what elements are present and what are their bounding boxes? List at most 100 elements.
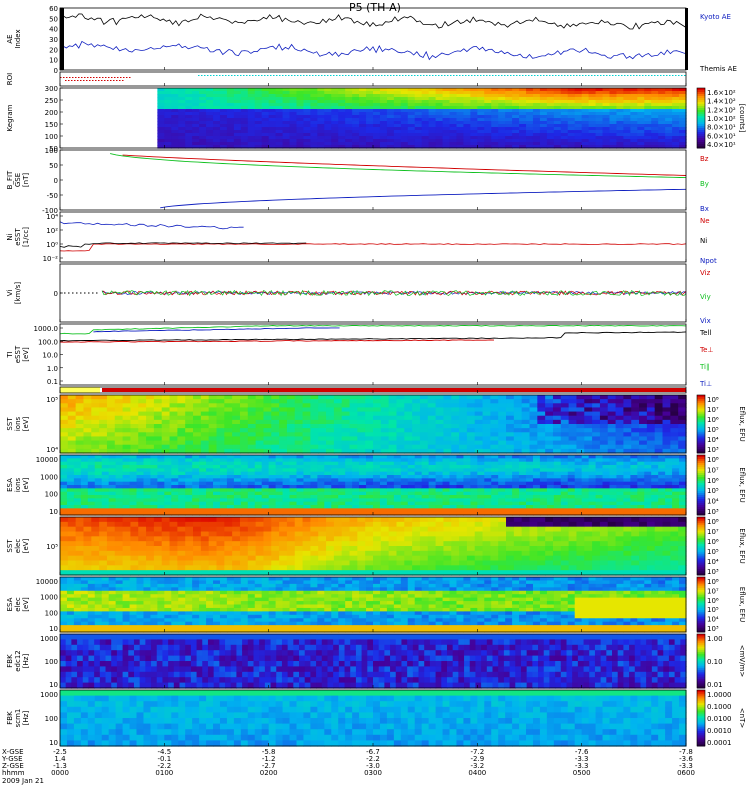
panel-ylabel: elec xyxy=(14,539,22,554)
orbit-value: -6.7 xyxy=(366,748,380,756)
orbit-value: -3.0 xyxy=(366,762,380,770)
ytick-label: 50 xyxy=(49,162,58,170)
ytick-label: 10² xyxy=(46,227,58,235)
ytick-label: 50 xyxy=(49,15,58,23)
colorbar-tick-label: 0.0001 xyxy=(707,739,732,747)
ytick-label: 1000 xyxy=(40,594,58,602)
ytick-label: 100 xyxy=(45,147,58,155)
ytick-label: 50 xyxy=(49,145,58,153)
colorbar-label: Eflux, EFU xyxy=(738,528,746,563)
panel-ylabel: Kegram xyxy=(6,104,14,131)
panel-ylabel: [eV] xyxy=(22,597,30,612)
ytick-label: 100 xyxy=(45,491,58,499)
colorbar-tick-label: 10⁵ xyxy=(707,426,719,434)
colorbar-tick-label: 10⁸ xyxy=(707,578,719,586)
orbit-row-label: hhmm xyxy=(2,769,25,777)
ytick-label: 60 xyxy=(49,5,58,13)
orbit-row-label: Y-GSE xyxy=(1,755,23,763)
ytick-label: 100 xyxy=(45,715,58,723)
panel-ylabel: scm1 xyxy=(14,709,22,728)
sst_i-colorbar xyxy=(696,394,706,454)
orbit-value: 0100 xyxy=(155,769,173,777)
ytick-label: 300 xyxy=(45,85,58,93)
legend-entry: Tell xyxy=(699,329,711,337)
colorbar-label: Eflux, EFU xyxy=(738,587,746,622)
colorbar-tick-label: 1.2×10² xyxy=(707,106,736,114)
panel-ylabel: SST xyxy=(6,539,14,553)
ytick-label: 10⁴ xyxy=(46,446,58,454)
colorbar-tick-label: 0.0100 xyxy=(707,715,732,723)
colorbar-label: <mV/m> xyxy=(738,645,746,678)
temperature-series xyxy=(93,327,340,333)
density-series xyxy=(59,221,244,230)
panel-ylabel: [Hz] xyxy=(22,654,30,669)
ytick-label: 10 xyxy=(49,57,58,65)
orbit-value: -0.1 xyxy=(157,755,171,763)
ytick-label: -50 xyxy=(47,192,58,200)
colorbar-tick-label: 10⁴ xyxy=(707,558,719,566)
panel-ylabel: ions xyxy=(14,416,22,431)
ytick-label: 10 xyxy=(49,681,58,689)
velocity-series xyxy=(60,289,687,297)
esa_i-spectrogram xyxy=(60,455,687,516)
panel-ylabel: ESA xyxy=(6,597,14,611)
colorbar-tick-label: 0.01 xyxy=(707,681,723,689)
orbit-value: -3.3 xyxy=(575,755,589,763)
ae-series xyxy=(59,13,687,30)
legend-entry: Ne xyxy=(700,217,710,225)
panel-ylabel: [eV] xyxy=(22,416,30,431)
orbit-value: 0300 xyxy=(364,769,382,777)
roi-flags xyxy=(60,75,686,81)
panel-ylabel: B_FIT xyxy=(6,170,14,189)
ytick-label: 20 xyxy=(49,46,58,54)
panel-ylabel: eSST xyxy=(14,228,22,246)
ytick-label: 200 xyxy=(45,109,58,117)
kegram-colorbar xyxy=(696,87,706,149)
orbit-value: -3.3 xyxy=(679,762,693,770)
colorbar-tick-label: 0.0010 xyxy=(707,727,732,735)
temperature-series xyxy=(59,331,687,342)
panel-ylabel: ROI xyxy=(6,73,14,85)
orbit-value: 0600 xyxy=(677,769,695,777)
colorbar-tick-label: 8.0×10¹ xyxy=(707,124,736,132)
legend-entry: Npot xyxy=(700,257,717,265)
density-series xyxy=(59,242,307,248)
colorbar-tick-label: 1.4×10² xyxy=(707,98,736,106)
orbit-value: -3.6 xyxy=(679,755,693,763)
panel-ylabel: eSST xyxy=(14,345,22,363)
colorbar-tick-label: 10⁸ xyxy=(707,518,719,526)
legend-entry: Bx xyxy=(700,205,709,213)
colorbar-tick-label: 1.0000 xyxy=(707,691,732,699)
legend-entry: Ti⊥ xyxy=(699,380,712,388)
orbit-value: -7.8 xyxy=(679,748,693,756)
orbit-value: -5.8 xyxy=(262,748,276,756)
colorbar-tick-label: 4.0×10¹ xyxy=(707,141,736,149)
ae-series xyxy=(59,40,687,61)
ytick-label: 0 xyxy=(54,177,58,185)
ytick-label: 40 xyxy=(49,26,58,34)
temperature-series xyxy=(59,339,495,343)
panel-ylabel: [eV] xyxy=(22,538,30,553)
panel-ylabel: [km/s] xyxy=(14,282,22,305)
esa_e-spectrogram xyxy=(60,577,687,633)
fbk_e-colorbar xyxy=(696,633,706,689)
legend-entry: Kyoto AE xyxy=(700,13,731,21)
panel-ylabel: [1/cc] xyxy=(22,227,30,247)
panel-ylabel: FBK xyxy=(6,654,14,668)
bfield-series xyxy=(110,153,687,179)
ytick-label: 10⁵ xyxy=(46,543,58,551)
orbit-value: -1.2 xyxy=(262,755,276,763)
ytick-label: 10⁴ xyxy=(46,213,58,221)
colorbar-tick-label: 1.00 xyxy=(707,635,723,643)
sst_e-spectrogram xyxy=(60,517,687,576)
ytick-label: 1.0 xyxy=(47,365,58,373)
ytick-label: 10 xyxy=(49,508,58,516)
colorbar-tick-label: 10⁶ xyxy=(707,416,719,424)
colorbar-tick-label: 1.0×10² xyxy=(707,115,736,123)
colorbar-tick-label: 10⁶ xyxy=(707,597,719,605)
colorbar-tick-label: 0.10 xyxy=(707,658,723,666)
orbit-value: -1.3 xyxy=(53,762,67,770)
panel-ylabel: AE xyxy=(6,34,14,43)
colorbar-label: <nT> xyxy=(738,708,746,729)
ytick-label: 10000 xyxy=(36,578,58,586)
